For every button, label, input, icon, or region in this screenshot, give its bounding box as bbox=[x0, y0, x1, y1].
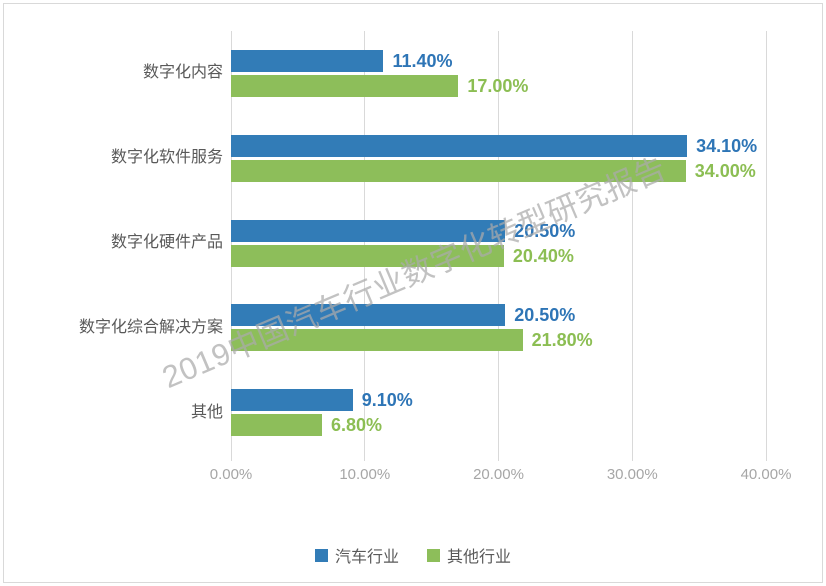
bar-其他行业-数字化内容 bbox=[231, 74, 459, 97]
bar-其他行业-其他 bbox=[231, 414, 322, 437]
bar-汽车行业-数字化综合解决方案 bbox=[231, 304, 506, 327]
x-tick-label: 30.00% bbox=[606, 466, 658, 483]
category-label: 数字化硬件产品 bbox=[110, 234, 223, 251]
legend-swatch-auto-industry-icon bbox=[314, 548, 328, 562]
legend-label-other-industry: 其他行业 bbox=[447, 549, 512, 566]
gridline bbox=[631, 31, 633, 461]
bar-value-label: 34.10% bbox=[696, 135, 758, 156]
legend-item-auto-industry: 汽车行业 bbox=[314, 543, 399, 567]
bar-value-label: 20.50% bbox=[514, 220, 576, 241]
bar-汽车行业-数字化硬件产品 bbox=[231, 219, 506, 242]
x-tick-label: 10.00% bbox=[339, 466, 391, 483]
bar-value-label: 21.80% bbox=[531, 330, 593, 351]
bar-value-label: 20.40% bbox=[512, 245, 574, 266]
x-axis: 0.00% 10.00% 20.00% 30.00% 40.00% bbox=[210, 466, 792, 488]
legend-swatch-other-industry-icon bbox=[427, 548, 440, 562]
bar-value-label: 34.00% bbox=[694, 160, 756, 181]
legend: 汽车行业 其他行业 bbox=[0, 543, 826, 567]
bar-value-label: 17.00% bbox=[467, 75, 529, 96]
plot-area: 数字化内容 11.40% 17.00% 数字化软件服务 34.10% 34.00% 数字化硬… bbox=[79, 31, 767, 461]
bar-value-label: 6.80% bbox=[330, 415, 382, 436]
bar-value-label: 11.40% bbox=[392, 50, 453, 71]
x-tick-label: 0.00% bbox=[209, 466, 253, 483]
bar-其他行业-数字化硬件产品 bbox=[231, 244, 504, 267]
category-label: 其他 bbox=[190, 403, 223, 421]
legend-item-other-industry: 其他行业 bbox=[427, 543, 511, 567]
legend-label-auto-industry: 汽车行业 bbox=[334, 549, 399, 566]
gridline bbox=[765, 31, 767, 461]
category-label: 数字化内容 bbox=[142, 64, 223, 82]
bar-汽车行业-数字化软件服务 bbox=[231, 134, 688, 157]
x-tick-label: 20.00% bbox=[473, 466, 524, 483]
bar-汽车行业-其他 bbox=[231, 389, 353, 412]
bar-汽车行业-数字化内容 bbox=[231, 49, 384, 72]
bar-其他行业-数字化综合解决方案 bbox=[231, 329, 523, 352]
bar-value-label: 20.50% bbox=[514, 305, 576, 326]
x-tick-label: 40.00% bbox=[740, 466, 792, 483]
category-label: 数字化综合解决方案 bbox=[78, 318, 223, 336]
category-label: 数字化软件服务 bbox=[110, 149, 223, 167]
bar-其他行业-数字化软件服务 bbox=[231, 159, 686, 182]
bar-value-label: 9.10% bbox=[361, 390, 413, 411]
